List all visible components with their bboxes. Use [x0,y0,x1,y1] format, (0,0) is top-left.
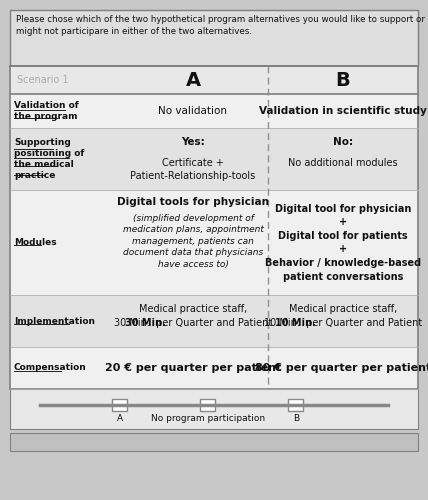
Text: A: A [185,70,201,90]
Text: Scenario 1: Scenario 1 [17,75,68,85]
Text: Implementation: Implementation [14,316,95,326]
Bar [10,128,418,190]
Text: No additional modules: No additional modules [288,158,398,168]
Bar [10,66,418,389]
Text: No program participation: No program participation [151,414,265,423]
Bar [113,399,128,411]
Text: Medical practice staff,: Medical practice staff, [139,304,247,314]
Text: 20 € per quarter per patient: 20 € per quarter per patient [105,363,281,373]
Bar [200,399,216,411]
Text: Supporting
positioning of
the medical
practice: Supporting positioning of the medical pr… [14,138,84,180]
Text: A: A [117,414,123,423]
Text: Validation of
the program: Validation of the program [14,101,79,121]
Bar [10,389,418,429]
Text: 30 Min.: 30 Min. [125,318,166,328]
Text: Please chose which of the two hypothetical program alternatives you would like t: Please chose which of the two hypothetic… [16,15,428,36]
Text: 10 Min.: 10 Min. [275,318,316,328]
Text: (simplified development of
medication plans, appointment
management, patients ca: (simplified development of medication pl… [122,214,264,269]
Text: 10 Min.  per Quarter and Patient: 10 Min. per Quarter and Patient [264,318,422,328]
Text: Medical practice staff,: Medical practice staff, [289,304,397,314]
Bar [10,295,418,347]
Text: Yes:: Yes: [181,137,205,147]
Bar [10,190,418,295]
Bar [10,94,418,128]
Text: 80 € per quarter per patient: 80 € per quarter per patient [255,363,428,373]
Text: 30 Min.  per Quarter and Patient: 30 Min. per Quarter and Patient [114,318,272,328]
Text: Modules: Modules [14,238,56,247]
Bar [10,347,418,389]
Text: No:: No: [333,137,353,147]
Bar [10,433,418,451]
Bar [10,10,418,66]
Text: No validation: No validation [158,106,228,116]
Bar [288,399,303,411]
Text: B: B [293,414,299,423]
Bar [10,66,418,94]
Text: Certificate +
Patient-Relationship-tools: Certificate + Patient-Relationship-tools [131,158,256,181]
Text: B: B [336,70,351,90]
Text: Validation in scientific study: Validation in scientific study [259,106,427,116]
Text: Digital tools for physician: Digital tools for physician [117,197,269,207]
Text: Digital tool for physician
+
Digital tool for patients
+
Behavior / knowledge-ba: Digital tool for physician + Digital too… [265,204,421,282]
Text: Compensation: Compensation [14,364,87,372]
Bar [10,389,418,429]
